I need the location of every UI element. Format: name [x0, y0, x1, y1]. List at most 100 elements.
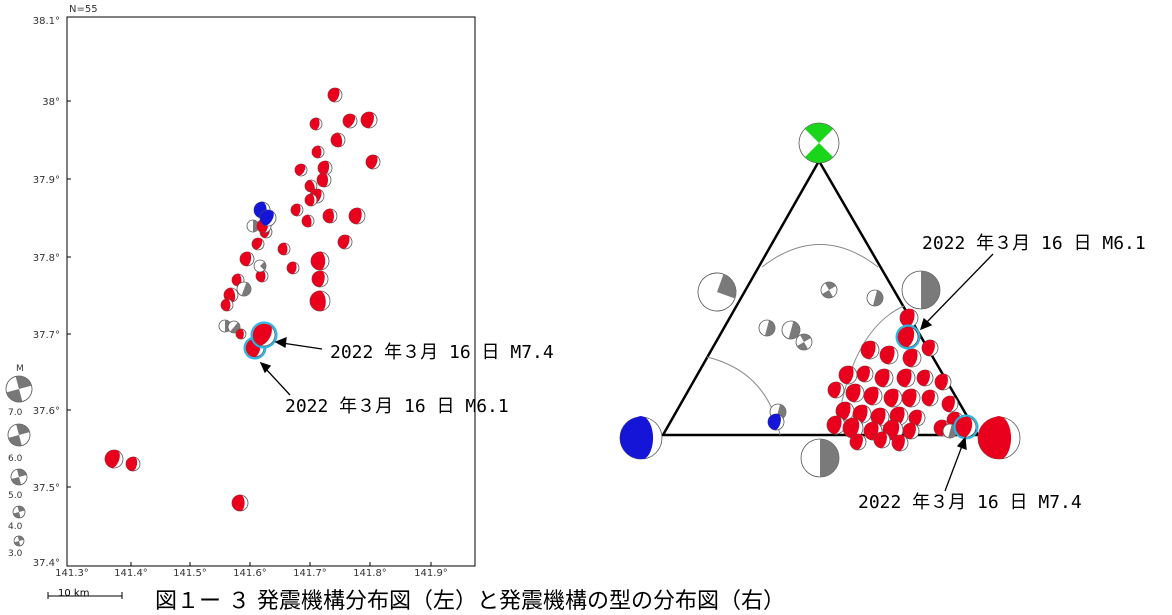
strike-slip-corner-icon	[798, 122, 840, 164]
annotation-m74-triangle: 2022 年３月 16 日 M7.4	[858, 492, 1082, 513]
longitude-tick-labels: 141.3° 141.4° 141.5° 141.6° 141.7° 141.8…	[55, 568, 448, 579]
mechanism	[322, 208, 338, 224]
lat-tick-37.6: 37.6°	[33, 406, 60, 417]
map-tick-marks	[67, 100, 432, 566]
classification-triangle	[660, 158, 981, 437]
mechanism	[253, 259, 267, 273]
figure-caption: 図１ー ３ 発震機構分布図（左）と発震機構の型の分布図（右）	[155, 589, 785, 614]
mechanism	[921, 339, 939, 357]
mechanism	[916, 369, 934, 387]
event-count-label: N=55	[69, 4, 98, 15]
legend-mechanism	[12, 505, 26, 519]
mechanism	[941, 395, 959, 413]
mechanism	[311, 270, 329, 288]
legend-label-3: 3.0	[8, 549, 23, 559]
mechanism	[820, 281, 838, 299]
mechanism	[921, 389, 939, 407]
mechanism	[327, 87, 343, 103]
legend-mechanism	[7, 423, 31, 447]
scale-bar-label: 10 km	[58, 588, 90, 599]
oblique-bottom-icon	[800, 438, 840, 478]
mechanism	[896, 368, 916, 388]
mechanism	[835, 401, 855, 421]
highlighted-mechanism	[250, 321, 278, 349]
legend-label-6: 6.0	[8, 454, 23, 464]
mechanism	[863, 386, 883, 406]
highlighted-mechanism-m74	[953, 414, 979, 440]
mechanism	[849, 433, 867, 451]
lat-tick-38.0: 38°	[42, 97, 60, 108]
map-annotation-arrows	[259, 336, 323, 396]
lat-tick-37.4: 37.4°	[33, 558, 60, 569]
mechanism	[870, 407, 890, 427]
legend-labels: 7.0 6.0 5.0 4.0 3.0	[8, 408, 23, 559]
reverse-corner-icon	[977, 416, 1021, 460]
arrow-m74-map	[281, 342, 323, 350]
lon-tick-141.4: 141.4°	[114, 568, 148, 579]
mechanism	[304, 193, 318, 207]
mechanism	[286, 261, 300, 275]
mechanism	[879, 345, 899, 365]
oblique-reverse-icon	[901, 270, 941, 310]
mechanism	[758, 319, 776, 337]
map-mechanisms	[104, 87, 381, 512]
mechanism	[235, 328, 247, 340]
lat-tick-38.1: 38.1°	[33, 16, 60, 27]
legend-title: M	[16, 364, 24, 374]
mechanism	[301, 214, 315, 228]
mechanism	[795, 333, 813, 351]
annotation-m61-map: 2022 年３月 16 日 M6.1	[285, 396, 509, 417]
mechanism	[309, 117, 323, 131]
legend-label-7: 7.0	[8, 408, 23, 418]
mechanism	[902, 422, 920, 440]
arrow-m61-triangle	[925, 253, 994, 324]
figure-canvas: N=55 38.1° 38° 37.9° 37.8° 37.7° 37.6° 3…	[5, 4, 1146, 599]
scale-bar	[47, 592, 123, 599]
triangle-mechanisms	[619, 122, 1021, 478]
lat-tick-37.9: 37.9°	[33, 175, 60, 186]
mechanism	[294, 163, 308, 177]
map-panel: N=55 38.1° 38° 37.9° 37.8° 37.7° 37.6° 3…	[33, 4, 554, 579]
mechanism	[259, 209, 277, 227]
triangle-panel: 2022 年３月 16 日 M6.1 2022 年３月 16 日 M7.4	[619, 122, 1146, 513]
legend-mechanism	[13, 535, 25, 547]
lat-tick-37.5: 37.5°	[33, 483, 60, 494]
mechanism	[236, 281, 252, 297]
mechanism	[845, 383, 865, 403]
highlighted-mechanism	[243, 336, 267, 360]
mechanism	[239, 251, 255, 267]
mechanism	[838, 365, 858, 385]
magnitude-legend: M 7.0 6.0 5.0 4.0 3.0	[5, 364, 33, 559]
arrowhead-m61-triangle	[919, 317, 933, 331]
mechanism	[781, 320, 801, 340]
arrow-m61-map	[264, 367, 291, 396]
mechanism	[902, 348, 922, 368]
mechanism	[317, 160, 333, 176]
triangle-annotation-arrows	[919, 253, 994, 492]
annotation-m74-map: 2022 年３月 16 日 M7.4	[330, 342, 554, 363]
mechanism	[866, 289, 884, 307]
arrowhead-m74-map	[274, 336, 287, 349]
mechanism	[304, 179, 318, 193]
mechanism	[365, 154, 381, 170]
mechanism	[316, 172, 332, 188]
lon-tick-141.5: 141.5°	[173, 568, 207, 579]
mechanism	[290, 203, 304, 217]
mechanism	[873, 431, 891, 449]
mechanism	[251, 237, 265, 251]
legend-mechanisms	[5, 375, 33, 547]
mechanism	[311, 145, 325, 159]
mechanism	[342, 113, 358, 129]
mechanism	[337, 234, 353, 250]
legend-label-5: 5.0	[8, 491, 23, 501]
mechanism	[934, 373, 952, 391]
mechanism	[860, 340, 880, 360]
lon-tick-141.9: 141.9°	[414, 568, 448, 579]
mechanism	[856, 365, 874, 383]
normal-corner-icon	[619, 416, 663, 460]
annotation-m61-triangle: 2022 年３月 16 日 M6.1	[922, 233, 1146, 254]
lon-tick-141.8: 141.8°	[353, 568, 387, 579]
strike-slip-boundary	[761, 244, 879, 268]
mechanism	[220, 298, 234, 312]
mechanism	[883, 388, 903, 408]
